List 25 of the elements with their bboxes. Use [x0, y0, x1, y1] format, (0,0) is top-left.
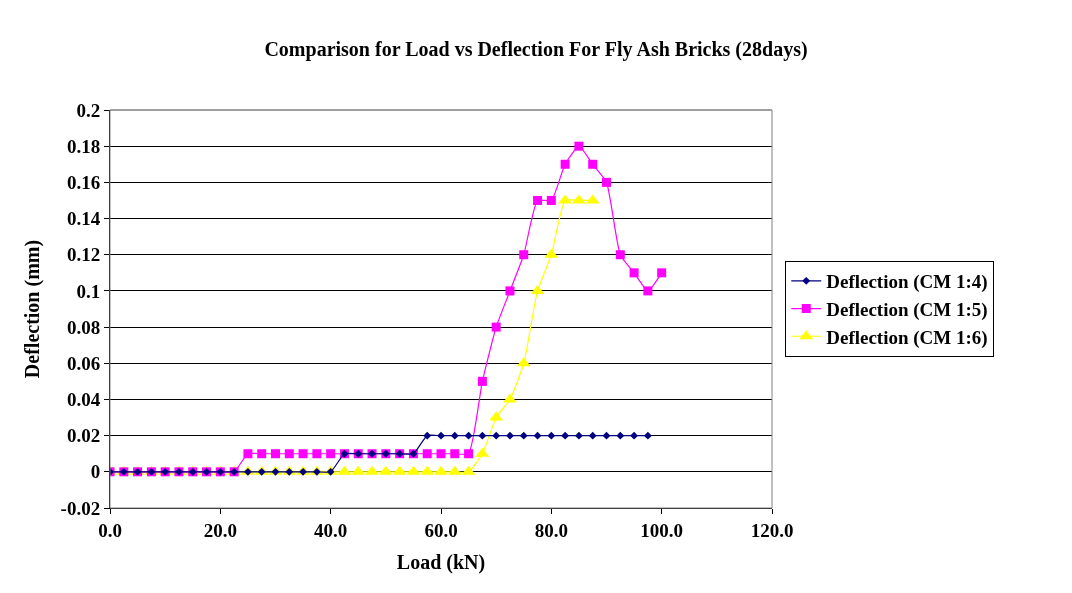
y-axis-title: Deflection (mm)	[21, 239, 45, 379]
y-tick-label: 0.18	[66, 135, 101, 157]
x-tick-label: 20.0	[203, 519, 237, 541]
y-tick-label: -0.02	[60, 497, 101, 519]
x-tick-label: 120.0	[750, 519, 794, 541]
y-tick-label: 0.04	[66, 389, 101, 411]
y-tick-label: 0	[90, 461, 101, 483]
y-tick-label: 0.06	[66, 352, 101, 374]
legend-label: Deflection (CM 1:4)	[826, 271, 988, 294]
y-tick-label: 0.16	[66, 172, 101, 194]
legend-label: Deflection (CM 1:6)	[826, 326, 988, 349]
y-tick-label: 0.1	[76, 280, 101, 302]
y-tick-label: 0.08	[66, 316, 101, 338]
x-tick-label: 0.0	[98, 519, 122, 541]
y-tick-label: 0.12	[66, 244, 101, 266]
y-tick-label: 0.14	[66, 208, 101, 230]
x-tick-label: 60.0	[424, 519, 458, 541]
x-axis-title: Load (kN)	[396, 551, 486, 575]
legend-label: Deflection (CM 1:5)	[826, 298, 988, 321]
y-tick-label: 0.02	[66, 425, 101, 447]
chart-title: Comparison for Load vs Deflection For Fly Ash Bricks (28days)	[264, 37, 808, 61]
x-tick-label: 80.0	[534, 519, 568, 541]
y-tick-label: 0.2	[76, 99, 101, 121]
x-tick-label: 100.0	[640, 519, 684, 541]
x-tick-label: 40.0	[314, 519, 348, 541]
